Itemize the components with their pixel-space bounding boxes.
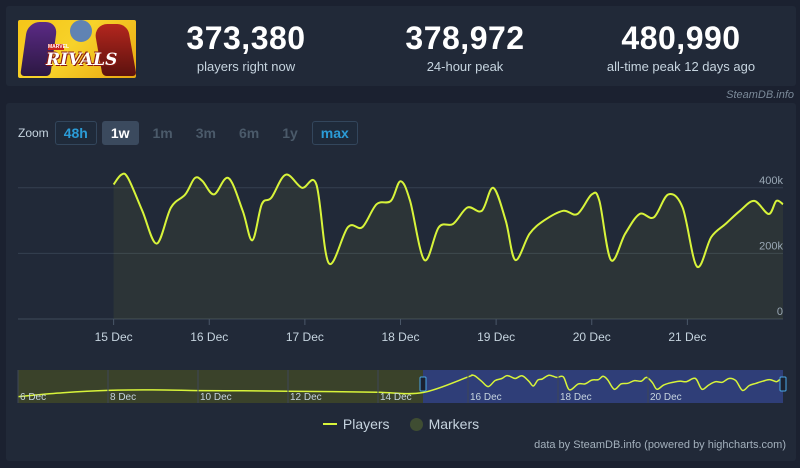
y-tick-label: 200k (759, 240, 783, 252)
zoom-6m-button[interactable]: 6m (230, 121, 268, 145)
zoom-48h-button[interactable]: 48h (54, 121, 97, 145)
y-axis: 0 200k 400k (759, 175, 783, 318)
navigator-selected-range[interactable] (423, 370, 783, 403)
navigator-tick-label: 18 Dec (560, 392, 592, 403)
footer-credit[interactable]: data by SteamDB.info (powered by highcha… (534, 439, 786, 451)
source-credit[interactable]: SteamDB.info (726, 89, 794, 101)
zoom-1y-button[interactable]: 1y (273, 121, 307, 145)
legend-circle-icon (409, 417, 423, 431)
stat-24h-peak: 378,972 24-hour peak (385, 20, 545, 76)
stat-value: 480,990 (621, 20, 741, 56)
x-tick-label: 18 Dec (381, 330, 419, 344)
navigator-tick-label: 12 Dec (290, 392, 322, 403)
y-tick-label: 0 (777, 306, 783, 318)
navigator-tick-label: 10 Dec (200, 392, 232, 403)
stat-current-players: 373,380 players right now (166, 20, 326, 76)
navigator-tick-label: 14 Dec (380, 392, 412, 403)
navigator-tick-label: 20 Dec (650, 392, 682, 403)
legend-label: Markers (428, 416, 480, 432)
navigator[interactable]: 6 Dec 8 Dec 10 Dec 12 Dec 14 Dec 16 Dec 18 Dec… (17, 370, 787, 403)
zoom-label: Zoom (18, 126, 49, 140)
x-tick-label: 15 Dec (95, 330, 133, 344)
stats-bar: MARVEL RIVALS 373,380 players right now … (6, 6, 796, 86)
x-tick-label: 16 Dec (190, 330, 228, 344)
navigator-tick-label: 8 Dec (110, 392, 136, 403)
x-axis: 15 Dec 16 Dec 17 Dec 18 Dec 19 Dec 20 Dec 21 D… (95, 319, 706, 344)
x-tick-label: 21 Dec (668, 330, 706, 344)
navigator-unselected-area (18, 370, 423, 403)
legend-label: Players (342, 416, 390, 432)
x-tick-label: 19 Dec (477, 330, 515, 344)
zoom-1w-button[interactable]: 1w (101, 121, 139, 145)
stat-all-time-peak: 480,990 all-time peak 12 days ago (591, 20, 771, 76)
legend-item-markers[interactable]: Markers (409, 416, 480, 432)
chart-panel: Zoom 48h 1w 1m 3m 6m 1y max 15 Dec 16 Dec… (6, 103, 796, 461)
thumbnail-badge: MARVEL (48, 44, 70, 50)
legend-line-icon (322, 423, 337, 425)
y-tick-label: 400k (759, 175, 783, 187)
chart-legend: Players Markers (6, 416, 796, 432)
stat-label: 24-hour peak (426, 59, 504, 74)
navigator-tick-label: 6 Dec (20, 392, 46, 403)
players-area (113, 173, 784, 319)
players-chart[interactable]: 15 Dec 16 Dec 17 Dec 18 Dec 19 Dec 20 Dec 21 D… (6, 103, 796, 403)
navigator-right-handle[interactable] (779, 376, 787, 392)
zoom-1m-button[interactable]: 1m (144, 121, 182, 145)
stat-value: 373,380 (186, 20, 306, 56)
legend-item-players[interactable]: Players (322, 416, 390, 432)
zoom-max-button[interactable]: max (311, 121, 358, 145)
stat-label: all-time peak 12 days ago (606, 59, 756, 74)
zoom-controls: Zoom 48h 1w 1m 3m 6m 1y max (18, 121, 363, 145)
x-tick-label: 20 Dec (573, 330, 611, 344)
thumbnail-logo-text: RIVALS (46, 50, 118, 70)
navigator-left-handle[interactable] (419, 376, 427, 392)
navigator-series-line (17, 374, 784, 398)
stat-label: players right now (196, 59, 296, 74)
hero-figure-center (70, 20, 92, 42)
zoom-3m-button[interactable]: 3m (187, 121, 225, 145)
navigator-tick-label: 16 Dec (470, 392, 502, 403)
x-tick-label: 17 Dec (286, 330, 324, 344)
stat-value: 378,972 (405, 20, 525, 56)
game-thumbnail[interactable]: MARVEL RIVALS (18, 20, 136, 78)
players-series-line[interactable] (112, 172, 784, 268)
